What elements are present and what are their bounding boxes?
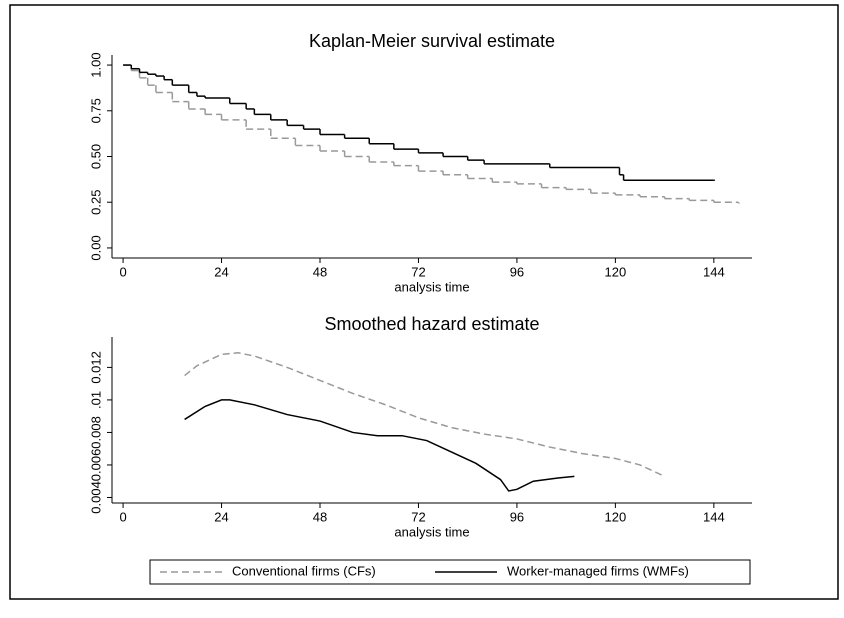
y-tick-label: 0.004 bbox=[88, 481, 103, 514]
x-tick-label: 48 bbox=[313, 264, 327, 279]
x-tick-label: 0 bbox=[119, 264, 126, 279]
x-tick-label: 24 bbox=[214, 509, 228, 524]
x-tick-label: 96 bbox=[510, 509, 524, 524]
legend-label: Conventional firms (CFs) bbox=[232, 563, 376, 578]
x-tick-label: 0 bbox=[119, 509, 126, 524]
y-tick-label: 0.75 bbox=[88, 98, 103, 123]
x-tick-label: 120 bbox=[605, 509, 627, 524]
chart-title: Smoothed hazard estimate bbox=[324, 314, 539, 334]
x-axis-label: analysis time bbox=[394, 279, 469, 294]
y-tick-label: 0.012 bbox=[88, 351, 103, 384]
y-tick-label: 0.50 bbox=[88, 144, 103, 169]
y-tick-label: 0.006 bbox=[88, 449, 103, 482]
y-tick-label: 1.00 bbox=[88, 52, 103, 77]
legend-label: Worker-managed firms (WMFs) bbox=[507, 563, 689, 578]
y-tick-label: .01 bbox=[88, 391, 103, 409]
hazard-line bbox=[184, 399, 575, 492]
x-tick-label: 96 bbox=[510, 264, 524, 279]
y-tick-label: 0.00 bbox=[88, 235, 103, 260]
frame bbox=[9, 4, 839, 600]
x-axis-label: analysis time bbox=[394, 524, 469, 539]
chart-title: Kaplan-Meier survival estimate bbox=[309, 31, 555, 51]
x-tick-label: 48 bbox=[313, 509, 327, 524]
x-tick-label: 72 bbox=[411, 509, 425, 524]
x-tick-label: 144 bbox=[703, 264, 725, 279]
x-tick-label: 24 bbox=[214, 264, 228, 279]
y-tick-label: 0.25 bbox=[88, 190, 103, 215]
y-tick-label: 0.008 bbox=[88, 416, 103, 449]
x-tick-label: 72 bbox=[411, 264, 425, 279]
hazard-line bbox=[184, 352, 665, 478]
x-tick-label: 120 bbox=[605, 264, 627, 279]
x-tick-label: 144 bbox=[703, 509, 725, 524]
